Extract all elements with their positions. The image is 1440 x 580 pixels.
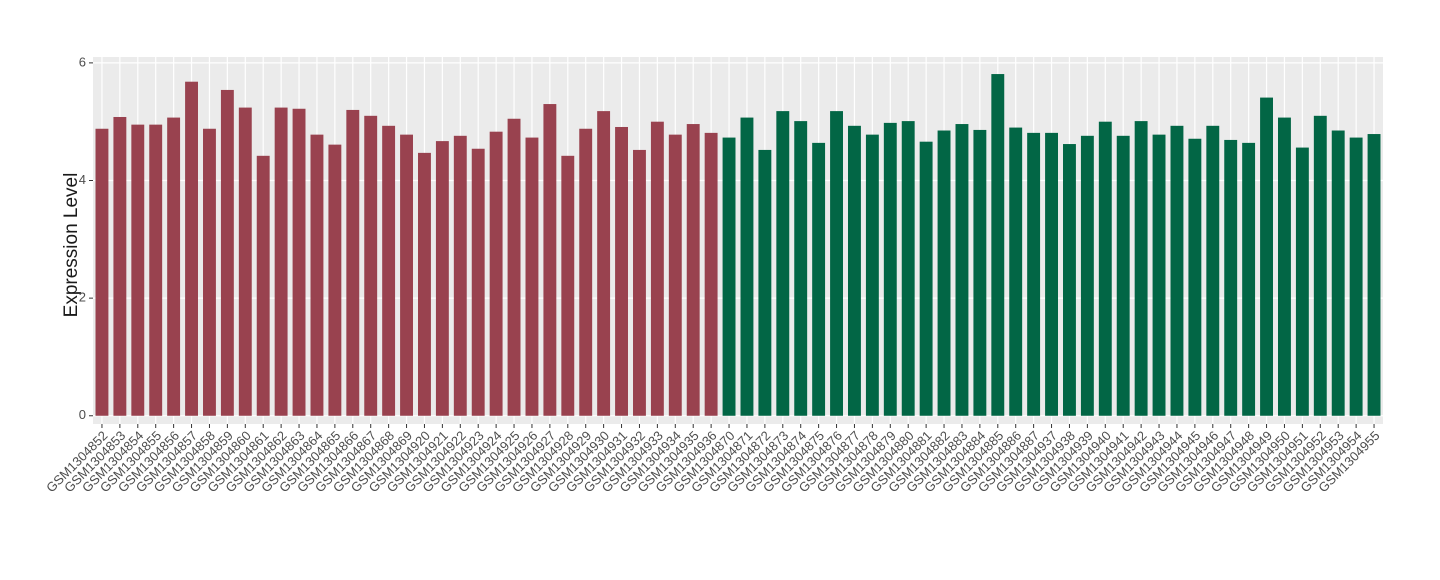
bar — [758, 149, 772, 416]
bar — [579, 128, 593, 416]
bar — [668, 134, 682, 416]
bar — [1295, 147, 1309, 416]
bar — [740, 117, 754, 416]
bar — [1331, 130, 1345, 416]
bar — [346, 109, 360, 416]
bar — [1224, 139, 1238, 416]
bar — [704, 132, 718, 416]
bar — [95, 128, 109, 416]
bar — [131, 124, 145, 416]
bar — [1206, 125, 1220, 416]
bar — [937, 130, 951, 416]
bar — [149, 124, 163, 416]
bar — [1260, 97, 1273, 416]
bar — [418, 152, 431, 416]
bar — [382, 125, 396, 416]
bar — [471, 148, 485, 416]
y-axis-title: Expression Level — [61, 173, 82, 318]
bar — [991, 74, 1005, 416]
bar — [650, 121, 664, 416]
bar — [1367, 134, 1381, 416]
bar — [364, 115, 378, 416]
bar — [507, 118, 521, 416]
bar — [973, 129, 987, 416]
bar — [1063, 144, 1076, 416]
bar — [1152, 134, 1166, 416]
bar — [543, 104, 557, 416]
bar — [400, 134, 413, 416]
bar — [292, 108, 306, 416]
bar — [686, 124, 700, 416]
bar — [1098, 121, 1112, 416]
bar — [1009, 127, 1023, 416]
bar — [919, 141, 933, 416]
bar — [167, 117, 181, 416]
bar — [848, 125, 861, 416]
bar — [776, 111, 790, 416]
bar — [1242, 142, 1256, 416]
bar — [1278, 117, 1291, 416]
bar — [274, 107, 288, 416]
y-tick-label: 0 — [79, 407, 86, 422]
bar — [113, 116, 127, 416]
bar — [1188, 138, 1202, 416]
plot-background — [93, 57, 1383, 424]
bar — [1313, 115, 1327, 416]
bar — [185, 81, 198, 416]
bar — [1027, 132, 1041, 416]
y-tick-label: 4 — [79, 172, 86, 187]
bar — [812, 142, 826, 416]
bar — [722, 137, 736, 416]
bar — [1134, 121, 1148, 416]
bar — [525, 137, 539, 416]
bar — [310, 134, 324, 416]
bar — [615, 126, 628, 416]
bar — [489, 131, 503, 416]
bar — [1170, 125, 1184, 416]
bar — [830, 111, 843, 416]
y-tick-label: 6 — [79, 54, 86, 69]
bar — [633, 149, 646, 416]
bar — [1045, 132, 1058, 416]
bar — [883, 122, 897, 416]
bar — [220, 89, 234, 416]
bar — [1116, 135, 1130, 416]
bar — [453, 135, 467, 416]
bar — [256, 155, 270, 416]
y-tick-label: 2 — [79, 290, 86, 305]
bar — [203, 128, 216, 416]
bar — [1080, 135, 1094, 416]
bar — [1349, 137, 1363, 416]
bar — [561, 155, 575, 416]
bar — [865, 134, 879, 416]
bar — [794, 121, 808, 416]
bar — [597, 111, 611, 416]
bar — [901, 121, 915, 416]
bar — [328, 144, 342, 416]
bar — [435, 141, 449, 416]
bar — [955, 124, 969, 416]
bar — [238, 107, 252, 416]
